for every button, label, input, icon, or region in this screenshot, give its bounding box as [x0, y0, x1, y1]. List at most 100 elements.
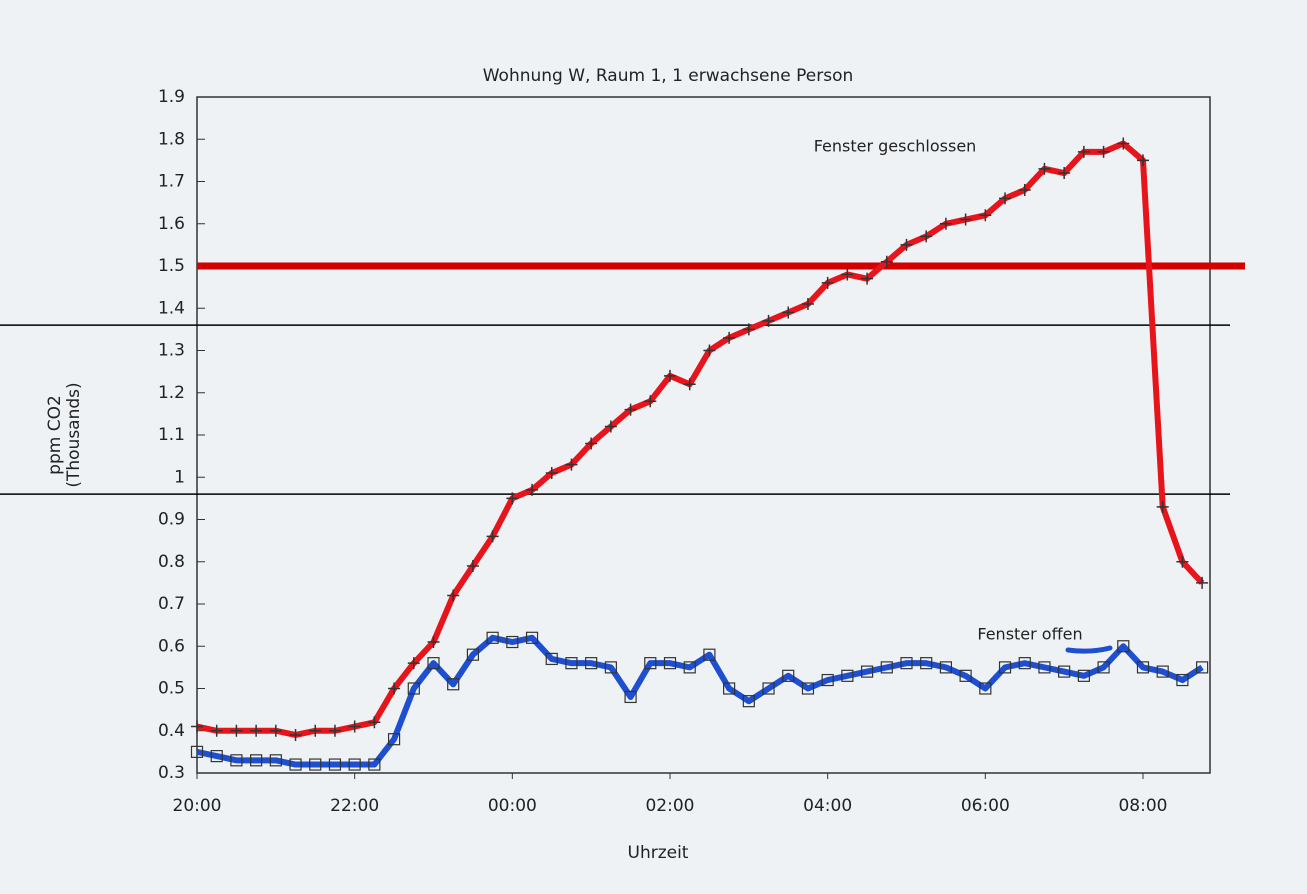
marker — [821, 276, 834, 289]
marker — [545, 652, 558, 666]
marker — [900, 657, 913, 670]
marker — [289, 728, 302, 741]
marker — [841, 268, 854, 281]
marker — [250, 724, 263, 737]
marker — [585, 657, 598, 670]
x-tick-label: 20:00 — [173, 796, 222, 816]
marker — [309, 758, 322, 771]
marker — [1196, 661, 1209, 674]
marker — [1097, 661, 1110, 674]
marker — [999, 192, 1012, 205]
underline — [1065, 645, 1113, 654]
marker — [1196, 576, 1209, 589]
marker — [801, 298, 814, 311]
marker — [1058, 167, 1071, 180]
marker — [1176, 555, 1189, 568]
annotation: Fenster offen — [977, 625, 1082, 644]
y-tick-label: 0.9 — [158, 510, 185, 530]
series-line — [196, 634, 1204, 768]
marker — [723, 331, 736, 344]
y-tick-label: 1.2 — [158, 383, 185, 403]
marker — [703, 648, 716, 661]
marker — [1117, 137, 1130, 150]
marker — [269, 724, 282, 737]
annotation: Fenster geschlossen — [814, 137, 977, 156]
marker — [190, 745, 204, 758]
marker — [230, 754, 243, 767]
marker — [644, 395, 657, 408]
marker — [782, 306, 795, 319]
marker — [900, 238, 913, 251]
chart-title: Wohnung W, Raum 1, 1 erwachsene Person — [483, 66, 854, 86]
marker — [959, 213, 972, 226]
y-tick-label: 1.1 — [158, 425, 185, 445]
marker — [742, 323, 755, 336]
x-tick-label: 22:00 — [330, 796, 379, 816]
marker — [663, 657, 677, 670]
marker — [565, 657, 578, 670]
x-tick-label: 02:00 — [645, 796, 694, 816]
marker — [801, 682, 815, 695]
marker — [407, 657, 420, 670]
marker — [427, 636, 440, 649]
marker — [348, 758, 361, 771]
marker — [210, 724, 223, 737]
marker — [1176, 673, 1189, 687]
y-tick-label: 0.8 — [158, 552, 185, 572]
marker — [328, 724, 341, 737]
y-tick-label: 1.6 — [158, 214, 185, 234]
marker — [368, 716, 381, 729]
marker — [348, 720, 361, 733]
y-axis-label: (Thousands) — [64, 382, 84, 487]
marker — [880, 255, 893, 268]
x-tick-label: 04:00 — [803, 796, 852, 816]
marker — [742, 695, 755, 708]
marker — [447, 678, 460, 691]
marker — [959, 669, 972, 682]
marker — [939, 661, 953, 674]
y-tick-label: 1.4 — [158, 298, 185, 318]
y-tick-label: 0.3 — [158, 763, 185, 783]
marker — [920, 657, 933, 670]
marker — [368, 758, 381, 771]
marker — [269, 754, 282, 767]
marker — [328, 758, 342, 771]
marker — [683, 661, 696, 674]
marker — [683, 378, 696, 391]
marker — [447, 589, 460, 602]
marker — [979, 209, 992, 222]
marker — [486, 631, 499, 644]
marker — [565, 458, 578, 471]
y-tick-label: 1.9 — [158, 87, 185, 107]
marker — [762, 314, 775, 327]
y-tick-label: 0.4 — [158, 721, 185, 741]
marker — [663, 369, 676, 382]
y-tick-label: 1.7 — [158, 172, 185, 192]
marker — [860, 665, 874, 678]
marker — [723, 682, 736, 695]
marker — [1018, 657, 1031, 670]
marker — [585, 437, 598, 450]
marker — [210, 749, 223, 763]
marker — [1018, 183, 1031, 196]
marker — [624, 690, 637, 704]
marker — [762, 682, 775, 695]
marker — [880, 661, 893, 674]
marker — [604, 661, 617, 674]
y-tick-label: 0.6 — [158, 636, 185, 656]
marker — [861, 272, 874, 285]
marker — [939, 217, 952, 230]
marker — [1077, 145, 1090, 158]
marker — [644, 657, 657, 670]
marker — [782, 669, 795, 682]
marker — [1136, 154, 1149, 167]
marker — [1117, 640, 1130, 653]
marker — [387, 733, 401, 746]
y-tick-label: 0.7 — [158, 594, 185, 614]
marker — [624, 403, 637, 416]
y-tick-label: 1.5 — [158, 256, 185, 276]
marker — [486, 530, 499, 543]
y-tick-label: 1.3 — [158, 341, 185, 361]
marker — [191, 720, 203, 733]
